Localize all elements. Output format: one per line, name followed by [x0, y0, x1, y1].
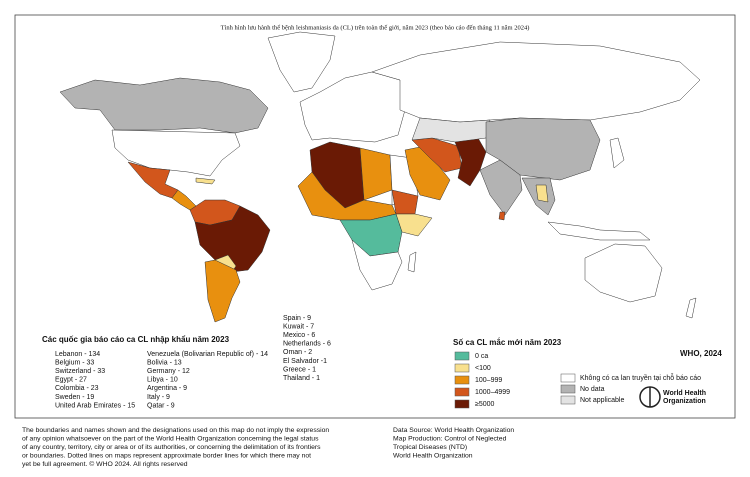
land [194, 205, 271, 273]
land [498, 211, 506, 221]
disclaimer-line: The boundaries and names shown and the d… [22, 427, 329, 434]
legend-swatch [560, 373, 576, 383]
source: Data Source: World Health OrganizationMa… [393, 427, 514, 460]
land [609, 137, 625, 169]
legend-swatch [454, 363, 470, 373]
imported-entry: Colombia - 23 [55, 385, 99, 392]
imported-entry: Venezuela (Bolivarian Republic of) - 14 [147, 351, 268, 358]
legend-label: Not applicable [580, 397, 624, 404]
disclaimer-line: yet be full agreement. © WHO 2024. All r… [22, 460, 188, 468]
map-title: Tình hình lưu hành thể bệnh leishmaniasi… [221, 24, 530, 31]
land [535, 184, 549, 203]
imported-entry: Belgium - 33 [55, 359, 94, 366]
legend: 0 ca <100 100–999 1000–4999 ≥5000 [454, 351, 510, 409]
land [359, 147, 393, 201]
disclaimer-line: of any opinion whatsoever on the part of… [22, 435, 319, 442]
legend-title: Số ca CL mắc mới năm 2023 [453, 338, 562, 347]
land [299, 71, 406, 143]
imported-entry: Italy - 9 [147, 394, 170, 401]
source-line: Tropical Diseases (NTD) [393, 444, 467, 451]
legend-swatch [454, 399, 470, 409]
imported-entry: Sweden - 19 [55, 394, 94, 401]
source-line: Map Production: Control of Neglected [393, 435, 507, 442]
land [195, 177, 216, 185]
land [297, 171, 397, 221]
land [584, 243, 663, 303]
who-logo: World Health Organization [639, 386, 706, 408]
land [111, 129, 241, 177]
legend-swatch [454, 375, 470, 385]
land [267, 31, 336, 93]
land [407, 251, 417, 273]
legend-swatch [560, 384, 576, 394]
legend-swatch [560, 395, 576, 405]
imported-entry: Greece - 1 [283, 366, 316, 373]
imported-entry: Thailand - 1 [283, 375, 320, 382]
land [454, 137, 487, 187]
logo-text: World Health [663, 390, 706, 397]
imported-entry: Germany - 12 [147, 368, 190, 375]
land [411, 117, 491, 143]
imported-title: Các quốc gia báo cáo ca CL nhập khẩu năm… [42, 335, 230, 344]
legend-label: Không có ca lan truyền tại chỗ báo cáo [580, 373, 701, 382]
land [479, 159, 523, 216]
legend-label: No data [580, 386, 605, 393]
date: WHO, 2024 [680, 349, 722, 358]
land [685, 297, 697, 319]
disclaimer-line: or boundaries. Dotted lines on maps repr… [22, 453, 311, 460]
imported-entry: Oman - 2 [283, 349, 312, 356]
legend-label: ≥5000 [475, 401, 495, 408]
logo-text: Organization [663, 398, 706, 405]
legend-label: 100–999 [475, 377, 502, 384]
legend-other: Không có ca lan truyền tại chỗ báo cáo No… [560, 373, 701, 405]
imported-entry: Libya - 10 [147, 377, 178, 384]
disclaimer: The boundaries and names shown and the d… [22, 427, 329, 468]
legend-swatch [454, 387, 470, 397]
land [339, 213, 403, 257]
imported-entry: Qatar - 9 [147, 402, 175, 409]
imported-entry: Mexico - 6 [283, 332, 315, 339]
land [371, 41, 701, 123]
source-line: Data Source: World Health Organization [393, 427, 514, 434]
imported-entry: El Salvador -1 [283, 358, 327, 365]
land [59, 77, 269, 134]
legend-label: <100 [475, 365, 491, 372]
land [204, 259, 241, 323]
disclaimer-line: of any country, territory, city or area … [22, 444, 321, 451]
imported-entry: Argentina - 9 [147, 385, 187, 392]
legend-swatch [454, 351, 470, 361]
source-line: World Health Organization [393, 453, 473, 460]
imported-entry: Kuwait - 7 [283, 323, 314, 330]
imported-entry: United Arab Emirates - 15 [55, 402, 135, 409]
imported-entry: Switzerland - 33 [55, 368, 105, 375]
land [351, 239, 403, 291]
frame [14, 14, 736, 419]
legend-label: 1000–4999 [475, 389, 510, 396]
imported-entry: Spain - 9 [283, 315, 311, 322]
world-map [59, 31, 701, 323]
imported-entry: Bolivia - 13 [147, 359, 182, 366]
imported-entry: Netherlands - 6 [283, 341, 331, 348]
imported-entry: Egypt - 27 [55, 377, 87, 384]
imported-entry: Lebanon - 134 [55, 351, 100, 358]
land [547, 221, 651, 241]
land [485, 117, 601, 181]
legend-label: 0 ca [475, 353, 488, 360]
land [171, 189, 197, 211]
